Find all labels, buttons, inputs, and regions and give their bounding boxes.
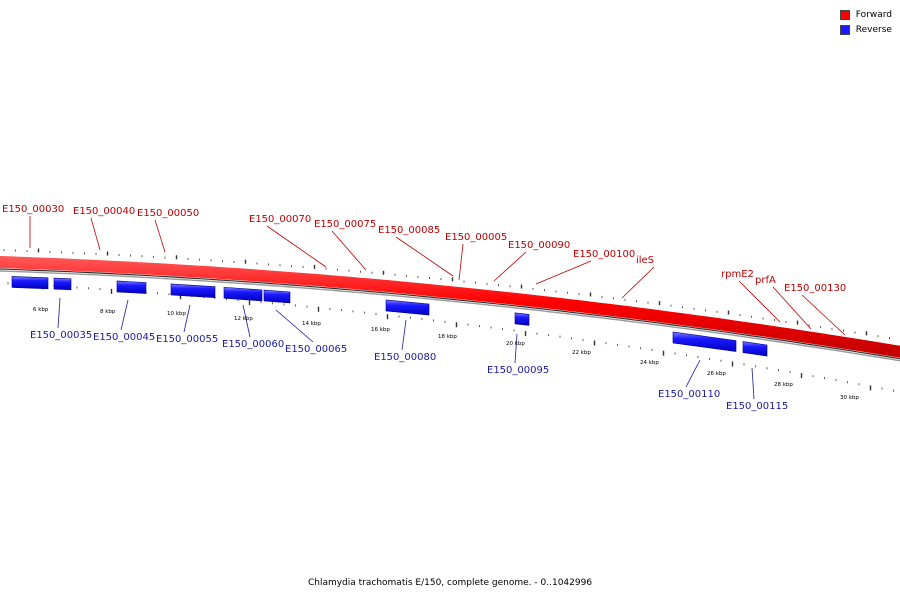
reverse-gene-block [116, 280, 147, 294]
forward-gene-label: E150_00030 [2, 204, 64, 215]
scale-label: 26 kbp [707, 371, 726, 377]
forward-gene-leader [90, 217, 101, 251]
scale-label: 14 kbp [302, 321, 321, 327]
forward-gene-label: E150_00050 [137, 208, 199, 219]
scale-labels: 6 kbp 8 kbp 10 kbp 12 kbp 14 kbp 16 kbp 18 kbp… [33, 307, 859, 401]
forward-gene-label: E150_00090 [508, 240, 570, 251]
scale-label: 16 kbp [371, 327, 390, 333]
scale-label: 28 kbp [774, 382, 793, 388]
reverse-gene-label: E150_00095 [487, 365, 549, 376]
map-caption: Chlamydia trachomatis E/150, complete ge… [307, 578, 593, 588]
forward-gene-leader [266, 225, 327, 268]
forward-gene-label: E150_00130 [784, 283, 846, 294]
backbone-line [0, 268, 900, 360]
legend-item-forward: Forward [839, 8, 892, 22]
reverse-gene-blocks [11, 276, 768, 357]
forward-track [0, 256, 900, 358]
reverse-gene-leader [685, 359, 701, 388]
forward-gene-label: rpmE2 [721, 269, 754, 280]
forward-gene-label: prfA [755, 275, 776, 286]
reverse-gene-label: E150_00080 [374, 352, 436, 363]
scale-label: 6 kbp [33, 307, 49, 313]
reverse-gene-labels: E150_00035 E150_00045 E150_00055 E150_00060… [30, 297, 788, 412]
reverse-gene-label: E150_00055 [156, 334, 218, 345]
scale-label: 12 kbp [234, 316, 253, 322]
legend: Forward Reverse [839, 8, 892, 38]
forward-gene-leader [738, 280, 781, 323]
forward-gene-leader [535, 260, 592, 285]
reverse-gene-block [223, 286, 263, 302]
forward-gene-leader [772, 286, 812, 330]
forward-gene-leader [621, 266, 655, 299]
forward-gene-labels: E150_00030 E150_00040 E150_00050 E150_00070… [2, 204, 846, 336]
scale-label: 8 kbp [100, 309, 116, 315]
reverse-gene-block [53, 277, 72, 291]
reverse-gene-block [11, 276, 49, 290]
reverse-gene-block [385, 299, 430, 316]
reverse-gene-label: E150_00115 [726, 401, 788, 412]
forward-gene-label: E150_00070 [249, 214, 311, 225]
forward-gene-label: E150_00040 [73, 206, 135, 217]
forward-gene-label: E150_00075 [314, 219, 376, 230]
reverse-swatch [839, 25, 850, 35]
reverse-gene-label: E150_00065 [285, 344, 347, 355]
legend-label-forward: Forward [855, 10, 892, 20]
reverse-gene-block [514, 312, 530, 326]
reverse-gene-leader [183, 304, 191, 333]
reverse-gene-label: E150_00060 [222, 339, 284, 350]
forward-gene-label: E150_00085 [378, 225, 440, 236]
scale-label: 10 kbp [167, 311, 186, 317]
reverse-gene-block [742, 341, 768, 357]
forward-gene-leader [801, 294, 846, 336]
forward-gene-label: ileS [636, 255, 654, 266]
legend-label-reverse: Reverse [855, 25, 892, 35]
reverse-gene-label: E150_00035 [30, 330, 92, 341]
forward-gene-leader [154, 219, 166, 253]
scale-label: 24 kbp [640, 360, 659, 366]
reverse-gene-leader [242, 304, 251, 338]
forward-gene-label: E150_00005 [445, 232, 507, 243]
tick-marks [3, 248, 894, 392]
forward-gene-leader [493, 251, 527, 282]
forward-gene-label: E150_00100 [573, 249, 635, 260]
reverse-gene-leader [751, 367, 755, 400]
reverse-gene-leader [514, 333, 518, 364]
forward-gene-leader [395, 236, 454, 277]
reverse-gene-leader [120, 299, 129, 331]
backbone-shadow-line [0, 270, 900, 362]
reverse-gene-leader [275, 309, 314, 343]
reverse-gene-leader [57, 297, 61, 329]
forward-gene-leader [458, 243, 464, 281]
forward-swatch [839, 10, 850, 20]
reverse-gene-leader [401, 319, 407, 351]
genome-backbone [0, 256, 900, 362]
reverse-gene-label: E150_00110 [658, 389, 720, 400]
scale-label: 20 kbp [506, 341, 525, 347]
reverse-gene-block [672, 331, 737, 352]
scale-label: 22 kbp [572, 350, 591, 356]
scale-label: 18 kbp [438, 334, 457, 340]
reverse-gene-block [263, 289, 291, 304]
scale-label: 30 kbp [840, 395, 859, 401]
reverse-gene-block [170, 283, 216, 298]
reverse-gene-label: E150_00045 [93, 332, 155, 343]
forward-gene-leader [331, 230, 367, 271]
legend-item-reverse: Reverse [839, 23, 892, 37]
